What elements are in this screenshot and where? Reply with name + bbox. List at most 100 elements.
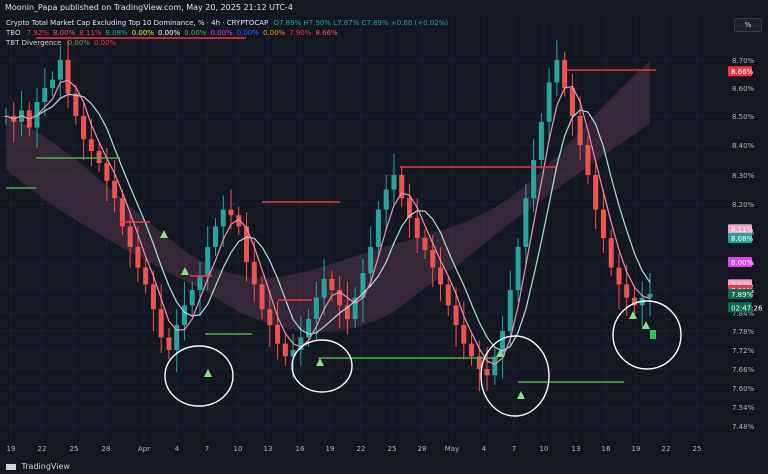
price-tick-label: 7.60%	[732, 385, 755, 393]
candle-body	[492, 356, 498, 376]
price-label-text: 8.00%	[731, 259, 754, 267]
price-tick-label: 8.20%	[732, 201, 755, 209]
time-tick-label: 7	[205, 445, 209, 453]
price-label-box	[728, 224, 752, 235]
candle-body	[112, 180, 118, 199]
candle-body	[631, 297, 637, 306]
buy-signal-marker	[517, 391, 525, 399]
candle-body	[73, 93, 79, 116]
tbo-value: 0.00%	[210, 29, 233, 37]
candle-body	[50, 79, 56, 88]
candle-body	[360, 273, 366, 298]
candle-body	[321, 278, 327, 298]
time-tick-label: 25	[388, 445, 397, 453]
candle-body	[181, 305, 187, 325]
price-label-text: 8.66%	[731, 68, 754, 76]
tbo-indicator-row[interactable]: TBO 7.92% 8.00% 8.11% 8.08% 0.00% 0.00% 0.00% 0…	[6, 28, 448, 38]
candle-body	[507, 290, 513, 331]
time-tick-label: 13	[264, 445, 273, 453]
price-tick-label: 7.72%	[732, 347, 755, 355]
candle-body	[135, 247, 141, 268]
price-label-text: 8.11%	[731, 226, 754, 234]
candle-body	[275, 325, 281, 344]
buy-signal-marker	[642, 321, 650, 329]
time-axis	[0, 440, 768, 460]
tradingview-logo-icon	[6, 463, 16, 470]
tbo-value: 8.11%	[79, 29, 102, 37]
candle-body	[158, 309, 164, 338]
candle-body	[414, 218, 420, 238]
price-tick-label: 7.78%	[732, 328, 755, 336]
time-tick-label: 7	[512, 445, 516, 453]
time-tick-label: 28	[418, 445, 427, 453]
candle-body	[554, 60, 560, 83]
candle-body	[189, 290, 195, 306]
candle-body	[624, 284, 630, 298]
tbo-value: 0.00%	[236, 29, 259, 37]
footer-brand: TradingView	[0, 460, 768, 474]
ohlc-values: O7.89% H7.90% L7.87% C7.89% +0.00 (+0.02…	[273, 19, 449, 27]
buy-signal-marker	[316, 358, 324, 366]
candle-body	[220, 209, 226, 227]
time-tick-label: May	[445, 445, 459, 453]
price-label-box	[728, 257, 752, 267]
candle-body	[197, 276, 203, 290]
cloud-band	[6, 60, 650, 333]
price-label-box	[728, 233, 752, 243]
candle-body	[484, 369, 490, 376]
time-tick-label: 13	[572, 445, 581, 453]
candle-body	[399, 175, 405, 199]
candle-body	[500, 331, 506, 357]
tbo-value: 8.00%	[52, 29, 76, 37]
annotation-circle	[480, 335, 550, 417]
candle-body	[236, 215, 242, 227]
divergence-value: 0.00%	[93, 39, 117, 47]
candle-body	[96, 151, 102, 163]
candle-body	[569, 88, 575, 116]
candle-body	[438, 267, 444, 285]
price-tick-label: 8.30%	[732, 172, 755, 180]
percent-scale-button[interactable]: %	[734, 18, 762, 32]
price-label-box	[728, 288, 752, 299]
tbo-value: 7.92%	[26, 29, 49, 37]
candle-body	[65, 60, 71, 94]
candle-body	[306, 319, 312, 338]
candle-body	[445, 284, 451, 306]
candle-body	[127, 226, 133, 247]
time-tick-label: 22	[662, 445, 671, 453]
buy-signal-marker	[181, 267, 189, 275]
candle-body	[546, 82, 552, 122]
price-label-box	[728, 302, 752, 313]
candle-body	[42, 88, 48, 102]
candle-body	[244, 226, 250, 262]
price-tick-label: 7.54%	[732, 404, 755, 412]
candle-body	[329, 278, 335, 290]
candle-body	[150, 284, 156, 310]
tbo-value: 0.00%	[131, 29, 154, 37]
current-signal-marker	[650, 330, 656, 339]
candle-body	[538, 121, 544, 160]
time-tick-label: 4	[175, 445, 180, 453]
candle-body	[406, 198, 412, 218]
brand-name: TradingView	[21, 462, 70, 471]
buy-signal-marker	[496, 349, 504, 357]
time-tick-label: 10	[234, 445, 243, 453]
candle-body	[523, 198, 529, 247]
divergence-indicator-row[interactable]: TBT Divergence 0.00% 0.00%	[6, 38, 448, 48]
tbo-value: 0.00%	[157, 29, 181, 37]
candle-body	[368, 247, 374, 274]
time-tick-label: 22	[357, 445, 366, 453]
symbol-title: Crypto Total Market Cap Excluding Top 10…	[6, 19, 269, 27]
candle-body	[212, 226, 218, 247]
price-tick-label: 7.66%	[732, 366, 755, 374]
candle-body	[259, 284, 265, 310]
tbo-value: 0.00%	[262, 29, 286, 37]
price-tick-label: 8.60%	[732, 85, 755, 93]
candle-body	[166, 337, 172, 350]
time-tick-label: Apr	[138, 445, 150, 453]
candle-body	[577, 116, 583, 145]
candle-body	[600, 209, 606, 238]
time-tick-label: 25	[693, 445, 702, 453]
candle-body	[174, 325, 180, 350]
